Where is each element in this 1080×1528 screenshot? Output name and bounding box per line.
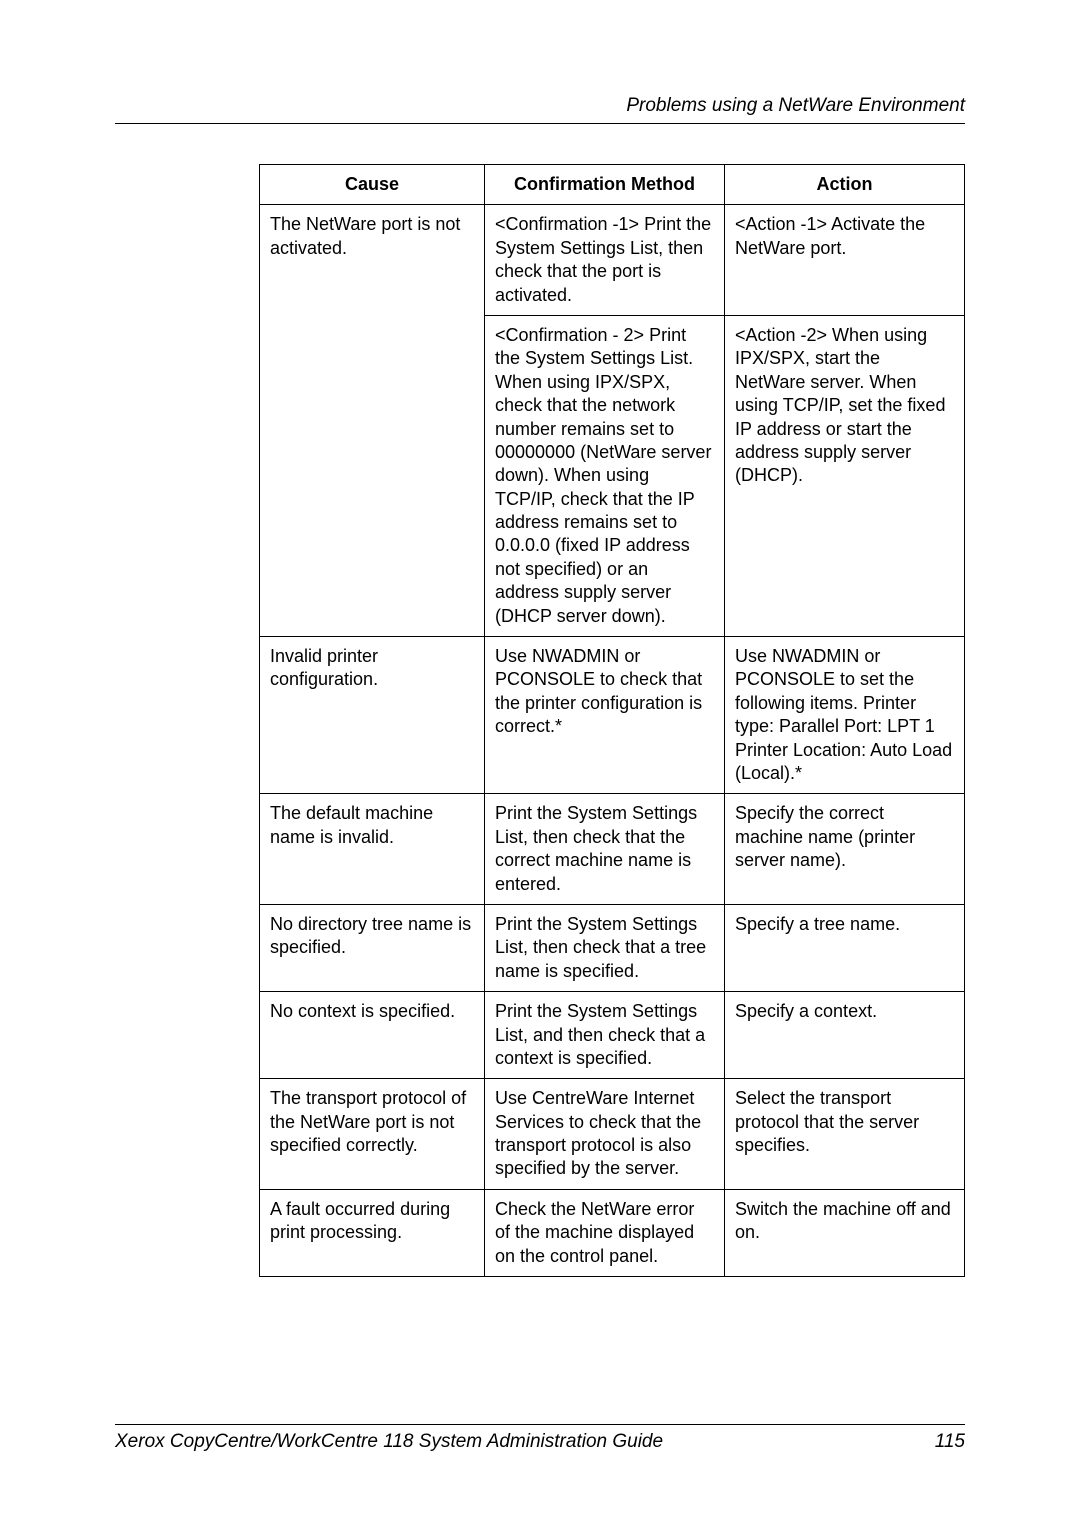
cell-action: Specify the correct machine name (printe…	[725, 794, 965, 905]
cell-confirmation: Print the System Settings List, then che…	[485, 904, 725, 991]
cell-confirmation: Use NWADMIN or PCONSOLE to check that th…	[485, 637, 725, 794]
cell-confirmation: <Confirmation - 2> Print the System Sett…	[485, 315, 725, 636]
cell-cause	[260, 315, 485, 636]
cell-action: Switch the machine off and on.	[725, 1189, 965, 1276]
cell-cause: No directory tree name is specified.	[260, 904, 485, 991]
cell-action: Use NWADMIN or PCONSOLE to set the follo…	[725, 637, 965, 794]
table-row: The NetWare port is not activated. <Conf…	[260, 205, 965, 316]
cell-action: Specify a tree name.	[725, 904, 965, 991]
table-container: Cause Confirmation Method Action The Net…	[115, 164, 965, 1277]
col-header-cause: Cause	[260, 165, 485, 205]
cell-action: Specify a context.	[725, 992, 965, 1079]
footer-doc-title: Xerox CopyCentre/WorkCentre 118 System A…	[115, 1431, 663, 1453]
table-row: No directory tree name is specified. Pri…	[260, 904, 965, 991]
cell-confirmation: Use CentreWare Internet Services to chec…	[485, 1079, 725, 1190]
table-row: Invalid printer configuration. Use NWADM…	[260, 637, 965, 794]
cell-confirmation: Check the NetWare error of the machine d…	[485, 1189, 725, 1276]
page-footer: Xerox CopyCentre/WorkCentre 118 System A…	[115, 1424, 965, 1453]
cell-cause: A fault occurred during print processing…	[260, 1189, 485, 1276]
cell-cause: The default machine name is invalid.	[260, 794, 485, 905]
page: Problems using a NetWare Environment Cau…	[0, 0, 1080, 1528]
cell-cause: The NetWare port is not activated.	[260, 205, 485, 316]
troubleshooting-table: Cause Confirmation Method Action The Net…	[259, 164, 965, 1277]
section-header: Problems using a NetWare Environment	[115, 95, 965, 124]
table-row: No context is specified. Print the Syste…	[260, 992, 965, 1079]
table-row: The default machine name is invalid. Pri…	[260, 794, 965, 905]
cell-cause: The transport protocol of the NetWare po…	[260, 1079, 485, 1190]
cell-action: <Action -1> Activate the NetWare port.	[725, 205, 965, 316]
cell-action: Select the transport protocol that the s…	[725, 1079, 965, 1190]
footer-page-number: 115	[935, 1431, 965, 1453]
col-header-confirmation: Confirmation Method	[485, 165, 725, 205]
table-row: The transport protocol of the NetWare po…	[260, 1079, 965, 1190]
col-header-action: Action	[725, 165, 965, 205]
table-header-row: Cause Confirmation Method Action	[260, 165, 965, 205]
cell-action: <Action -2> When using IPX/SPX, start th…	[725, 315, 965, 636]
cell-cause: Invalid printer configuration.	[260, 637, 485, 794]
cell-cause: No context is specified.	[260, 992, 485, 1079]
cell-confirmation: Print the System Settings List, then che…	[485, 794, 725, 905]
cell-confirmation: <Confirmation -1> Print the System Setti…	[485, 205, 725, 316]
cell-confirmation: Print the System Settings List, and then…	[485, 992, 725, 1079]
table-row: <Confirmation - 2> Print the System Sett…	[260, 315, 965, 636]
table-row: A fault occurred during print processing…	[260, 1189, 965, 1276]
